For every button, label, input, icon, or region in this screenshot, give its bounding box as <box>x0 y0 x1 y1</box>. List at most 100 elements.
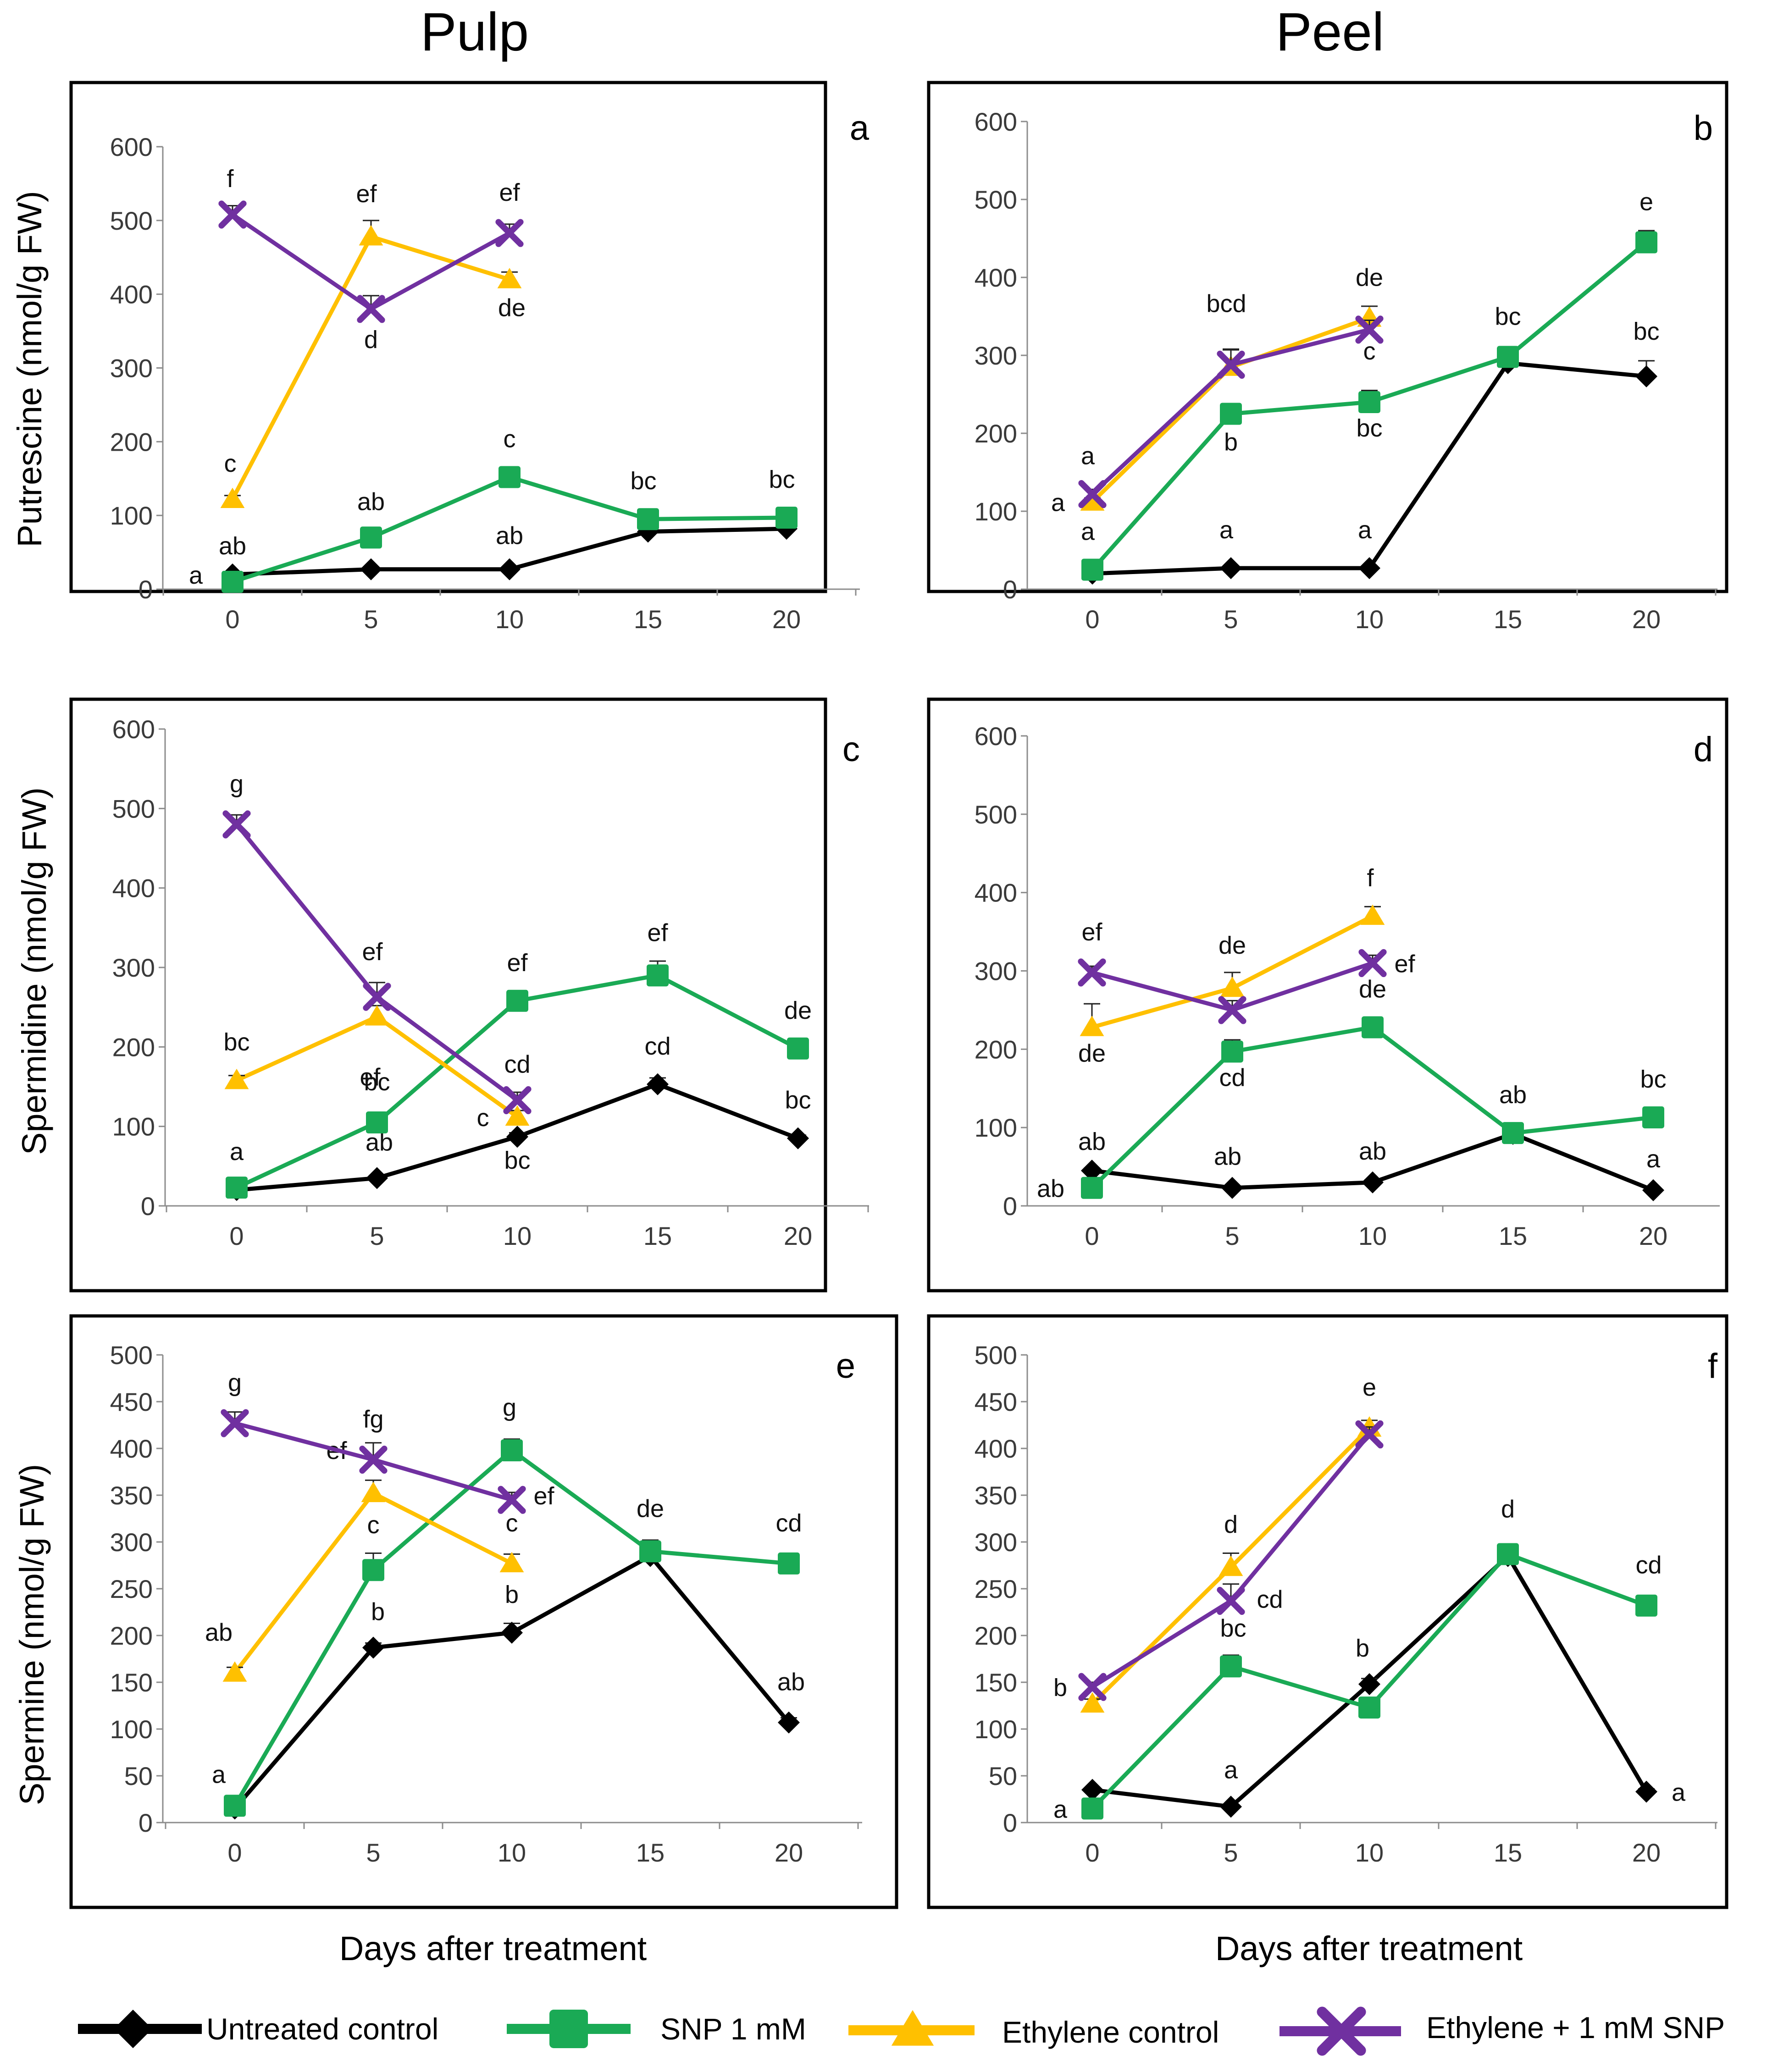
y-tick-label-b-5: 500 <box>975 185 1017 214</box>
legend-item-ethylene-snp: Ethylene + 1 mM SNP <box>1280 2006 1725 2056</box>
y-tick-label-d-0: 0 <box>1003 1192 1017 1221</box>
y-tick-label-a-3: 300 <box>110 354 153 383</box>
legend-marker-snp <box>549 2010 588 2048</box>
significance-label-b-control-2: a <box>1358 516 1372 544</box>
significance-label-d-snp-1: cd <box>1219 1064 1245 1091</box>
x-tick-label-c-3: 15 <box>643 1221 672 1250</box>
significance-label-b-snp-2: bc <box>1356 414 1382 442</box>
data-point-f-ethsnp-1-stroke-b <box>1217 1586 1245 1615</box>
y-tick-label-e-10: 500 <box>110 1341 153 1370</box>
series-a-control: aab <box>189 518 798 589</box>
data-point-a-snp-3 <box>637 508 659 530</box>
data-point-b-snp-4 <box>1635 231 1657 254</box>
data-point-e-snp-4 <box>778 1552 800 1575</box>
y-tick-label-c-2: 200 <box>112 1033 155 1061</box>
significance-label-e-snp-2: g <box>503 1394 516 1421</box>
data-point-d-ethsnp-2 <box>1358 949 1387 978</box>
data-point-a-snp-1 <box>360 526 382 549</box>
data-point-f-ethsnp-2 <box>1355 1420 1384 1448</box>
data-point-a-ethsnp-0-stroke-b <box>218 200 247 229</box>
y-tick-label-b-1: 100 <box>975 497 1017 526</box>
data-point-b-ethsnp-2 <box>1355 315 1384 344</box>
significance-label-b-eth-0: a <box>1051 489 1065 517</box>
significance-label-f-control-1: a <box>1224 1756 1238 1784</box>
significance-label-c-control-2: bc <box>504 1147 530 1174</box>
data-point-d-eth-1 <box>1220 976 1245 997</box>
legend-symbol-ethsnp-stroke-b <box>1317 2006 1366 2056</box>
panel-letter-d: d <box>1694 730 1713 769</box>
panel-a: 0 100 200 300 400 500 600 0 5 10 15 20 a Putrescine (… <box>11 81 870 634</box>
data-point-a-snp-0 <box>222 570 244 593</box>
data-point-d-control-2 <box>1362 1171 1384 1193</box>
data-point-e-snp-3 <box>639 1540 661 1563</box>
data-point-a-ethsnp-2 <box>495 219 524 247</box>
y-tick-label-d-5: 500 <box>975 800 1017 829</box>
series-c-ethsnp: g ef cd <box>222 770 532 1115</box>
significance-label-d-control-0: ab <box>1078 1128 1106 1155</box>
y-tick-label-a-2: 200 <box>110 427 153 456</box>
significance-label-f-snp-1: bc <box>1220 1614 1246 1642</box>
data-point-b-snp-1 <box>1220 403 1242 425</box>
x-tick-label-b-1: 5 <box>1224 605 1238 634</box>
data-point-f-snp-2 <box>1358 1696 1380 1719</box>
panel-c: 0 100 200 300 400 500 600 0 5 10 15 20 c Spermidine (… <box>15 697 869 1293</box>
significance-label-a-ethsnp-0: f <box>227 165 234 193</box>
y-tick-label-a-1: 100 <box>110 501 153 530</box>
significance-label-a-snp-0: ab <box>219 532 246 560</box>
series-e-snp: a c g de cd <box>212 1394 802 1817</box>
data-point-f-snp-3 <box>1497 1543 1519 1565</box>
data-point-f-control-4 <box>1635 1780 1657 1803</box>
y-tick-label-f-9: 450 <box>975 1387 1017 1416</box>
y-tick-label-f-8: 400 <box>975 1434 1017 1463</box>
data-point-b-ethsnp-0-stroke-b <box>1078 480 1107 508</box>
data-point-f-ethsnp-0-stroke-b <box>1078 1673 1107 1701</box>
data-point-e-eth-0 <box>222 1661 247 1682</box>
significance-label-a-snp-3: bc <box>630 467 656 495</box>
x-axis-label-pulp: Days after treatment <box>339 1929 647 1967</box>
series-e-control: b b ab <box>224 1544 805 1820</box>
x-tick-label-b-0: 0 <box>1085 605 1099 634</box>
y-tick-label-f-1: 50 <box>989 1762 1017 1790</box>
x-tick-label-c-0: 0 <box>229 1221 244 1250</box>
data-point-c-ethsnp-2 <box>503 1086 532 1115</box>
data-point-e-control-4 <box>778 1711 800 1734</box>
significance-label-b-eth-2: de <box>1356 264 1383 291</box>
data-point-c-eth-1 <box>365 1005 389 1026</box>
y-tick-label-f-0: 0 <box>1003 1808 1017 1837</box>
series-line-a-eth <box>231 234 510 500</box>
significance-label-b-snp-0: a <box>1081 518 1095 546</box>
significance-label-d-snp-2: de <box>1359 976 1386 1003</box>
legend-item-untreated-control: Untreated control <box>78 2010 438 2048</box>
data-point-f-snp-4 <box>1635 1594 1657 1617</box>
x-tick-label-a-4: 20 <box>772 605 801 634</box>
panel-frame-a <box>69 81 827 593</box>
x-tick-label-e-0: 0 <box>227 1838 242 1867</box>
data-point-a-eth-0 <box>220 487 245 508</box>
significance-label-f-ethsnp-0: b <box>1053 1674 1067 1702</box>
significance-label-f-eth-2: e <box>1363 1374 1376 1401</box>
legend-label-ethsnp: Ethylene + 1 mM SNP <box>1426 2011 1725 2044</box>
x-tick-label-c-1: 5 <box>370 1221 384 1250</box>
data-point-b-control-1 <box>1220 557 1242 580</box>
data-point-f-ethsnp-0 <box>1078 1673 1107 1701</box>
panel-frame-e <box>69 1314 898 1909</box>
significance-label-d-snp-3: ab <box>1499 1081 1527 1109</box>
significance-label-c-eth-0: bc <box>223 1028 249 1056</box>
significance-label-b-snp-3: bc <box>1495 303 1521 330</box>
significance-label-f-snp-0: a <box>1053 1796 1068 1823</box>
data-point-d-snp-2 <box>1362 1016 1384 1039</box>
significance-label-e-ethsnp-1: fg <box>363 1405 383 1433</box>
x-tick-label-e-3: 15 <box>636 1838 665 1867</box>
significance-label-c-snp-3: ef <box>647 919 668 946</box>
y-tick-label-e-8: 400 <box>110 1434 153 1463</box>
y-tick-label-c-5: 500 <box>112 794 155 823</box>
data-point-c-control-2 <box>506 1126 528 1148</box>
significance-label-e-snp-0: a <box>212 1761 226 1788</box>
data-point-d-control-4 <box>1642 1179 1664 1201</box>
y-tick-label-d-2: 200 <box>975 1035 1017 1064</box>
significance-label-c-ethsnp-1: ef <box>362 938 383 966</box>
data-point-a-snp-2 <box>499 466 521 488</box>
significance-label-a-control-0: a <box>189 562 203 589</box>
